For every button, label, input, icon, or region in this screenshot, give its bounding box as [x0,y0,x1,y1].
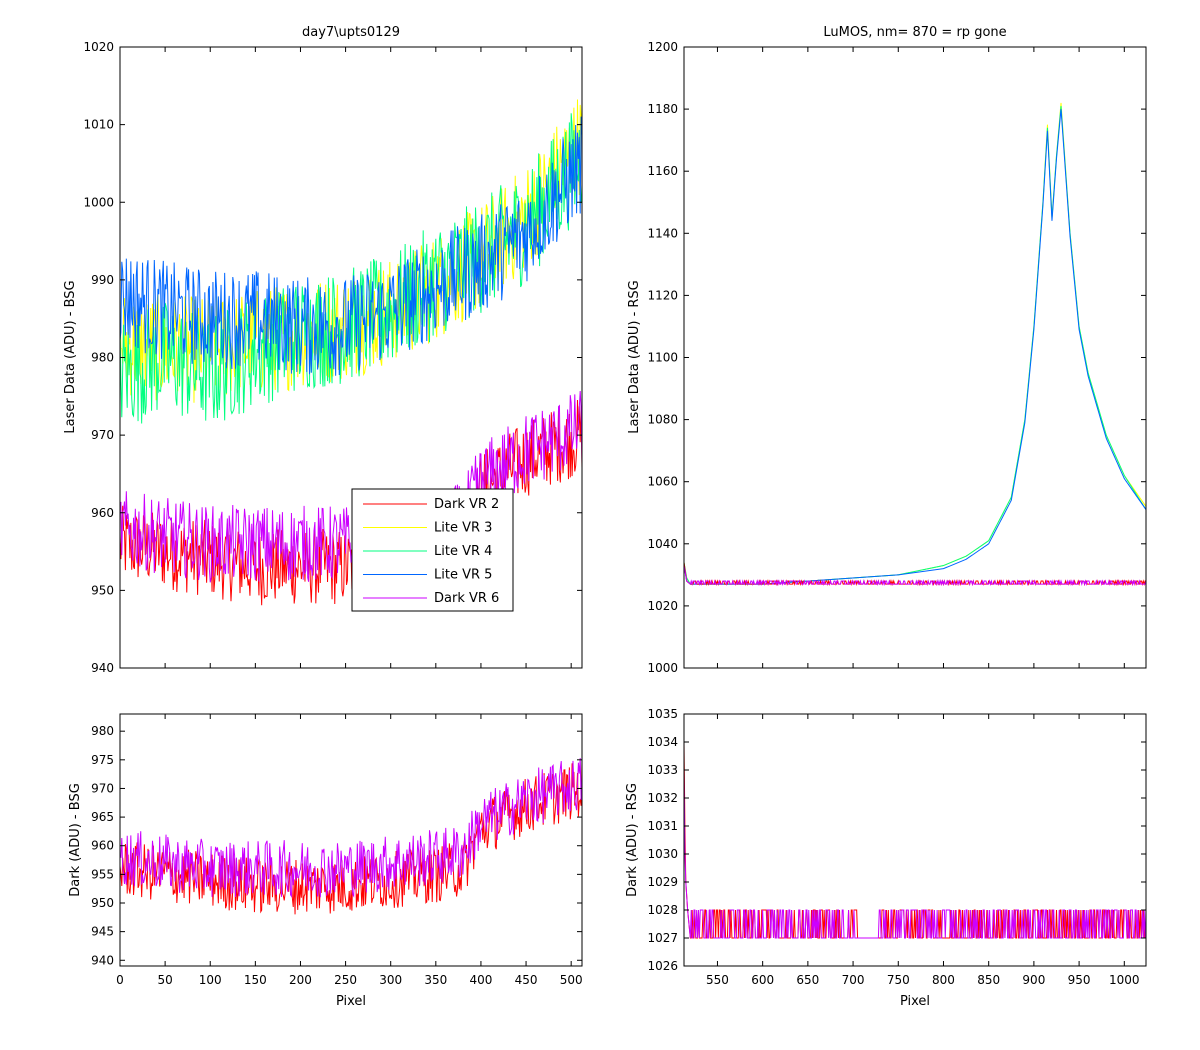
x-tick-label: 300 [379,973,402,987]
y-tick-label: 1080 [647,413,678,427]
y-tick-label: 1030 [647,847,678,861]
series-line-dark-vr-6 [120,390,582,583]
x-tick-label: 400 [469,973,492,987]
legend: Dark VR 2 Lite VR 3 Lite VR 4 Lite VR 5 Dark… [351,488,514,612]
y-tick-label: 955 [91,867,114,881]
y-tick-label: 1032 [647,791,678,805]
x-tick-label: 750 [887,973,910,987]
y-tick-label: 940 [91,953,114,967]
y-tick-label: 1027 [647,931,678,945]
series-group [684,102,1146,586]
panel-bottom-left: 0 50 100 150 200 250 300 350 400 450 500 940 945 950 9… [91,713,583,987]
x-tick-label: 800 [932,973,955,987]
x-tick-label: 250 [334,973,357,987]
x-tick-label: 900 [1022,973,1045,987]
series-line-dark-vr-6 [120,758,582,898]
y-tick-label: 1140 [647,226,678,240]
legend-label: Lite VR 4 [434,544,492,559]
axes-frame [683,713,1147,967]
x-tick-label: 950 [1068,973,1091,987]
y-tick-label: 950 [91,583,114,597]
y-tick-label: 1180 [647,102,678,116]
xlabel-bottom-right: Pixel [900,994,930,1009]
panel-top-right: 1000 1020 1040 1060 1080 1100 1120 1140 1160 1180… [647,40,1147,675]
y-tick-label: 1028 [647,903,678,917]
series-line-dark-vr-6 [684,565,1146,586]
series-line-lite-vr-5 [120,116,582,376]
legend-label: Dark VR 6 [434,591,499,606]
y-tick-label: 1031 [647,819,678,833]
plot-area [684,47,1146,668]
y-tick-label: 1010 [83,118,114,132]
y-tick-label: 1160 [647,164,678,178]
ylabel-top-left: Laser Data (ADU) - BSG [63,280,78,433]
series-group [120,758,582,915]
y-tick-label: 990 [91,273,114,287]
y-tick-label: 1035 [647,707,678,721]
ylabel-bottom-right: Dark (ADU) - RSG [625,783,640,897]
x-tick-label: 650 [796,973,819,987]
y-tick-label: 975 [91,753,114,767]
y-tick-label: 1060 [647,475,678,489]
x-tick-label: 350 [424,973,447,987]
x-tick-label: 0 [116,973,124,987]
xlabel-bottom-left: Pixel [336,994,366,1009]
x-tick-label: 150 [244,973,267,987]
y-tick-label: 980 [91,724,114,738]
series-group [684,741,1146,939]
y-tick-label: 970 [91,428,114,442]
x-tick-label: 550 [706,973,729,987]
y-tick-label: 970 [91,781,114,795]
y-tick-label: 1026 [647,959,678,973]
legend-label: Lite VR 5 [434,568,492,583]
plot-area [120,714,582,966]
legend-label: Dark VR 2 [434,497,499,512]
x-tick-label: 450 [515,973,538,987]
y-tick-label: 1200 [647,40,678,54]
series-line-dark-vr-2 [684,741,1146,939]
y-tick-label: 1034 [647,735,678,749]
panel-bottom-right: 550 600 650 700 750 800 850 900 950 1000 1026 1027 1… [647,707,1147,987]
y-tick-label: 980 [91,351,114,365]
y-tick-label: 960 [91,506,114,520]
y-tick-label: 950 [91,896,114,910]
y-tick-label: 1000 [647,661,678,675]
y-tick-label: 1120 [647,288,678,302]
panel-title-top-left: day7\upts0129 [302,25,400,40]
axes-frame [119,713,583,967]
series-group [120,99,582,606]
y-tick-label: 1100 [647,351,678,365]
ylabel-bottom-left: Dark (ADU) - BSG [68,783,83,897]
y-tick-label: 1029 [647,875,678,889]
x-tick-label: 700 [842,973,865,987]
y-tick-label: 1040 [647,537,678,551]
x-tick-label: 1000 [1109,973,1140,987]
y-tick-label: 1020 [83,40,114,54]
x-tick-label: 50 [157,973,172,987]
legend-box [351,488,514,612]
ylabel-top-right: Laser Data (ADU) - RSG [627,280,642,434]
y-tick-label: 1033 [647,763,678,777]
x-tick-label: 600 [751,973,774,987]
x-tick-label: 500 [560,973,583,987]
y-tick-label: 945 [91,925,114,939]
x-tick-label: 100 [199,973,222,987]
x-tick-label: 850 [977,973,1000,987]
x-tick-label: 200 [289,973,312,987]
y-tick-label: 965 [91,810,114,824]
panel-title-top-right: LuMOS, nm= 870 = rp gone [823,25,1006,40]
y-tick-label: 1020 [647,599,678,613]
y-tick-label: 940 [91,661,114,675]
y-tick-label: 960 [91,839,114,853]
legend-label: Lite VR 3 [434,521,492,536]
y-tick-label: 1000 [83,195,114,209]
series-line-dark-vr-6 [684,769,1146,939]
